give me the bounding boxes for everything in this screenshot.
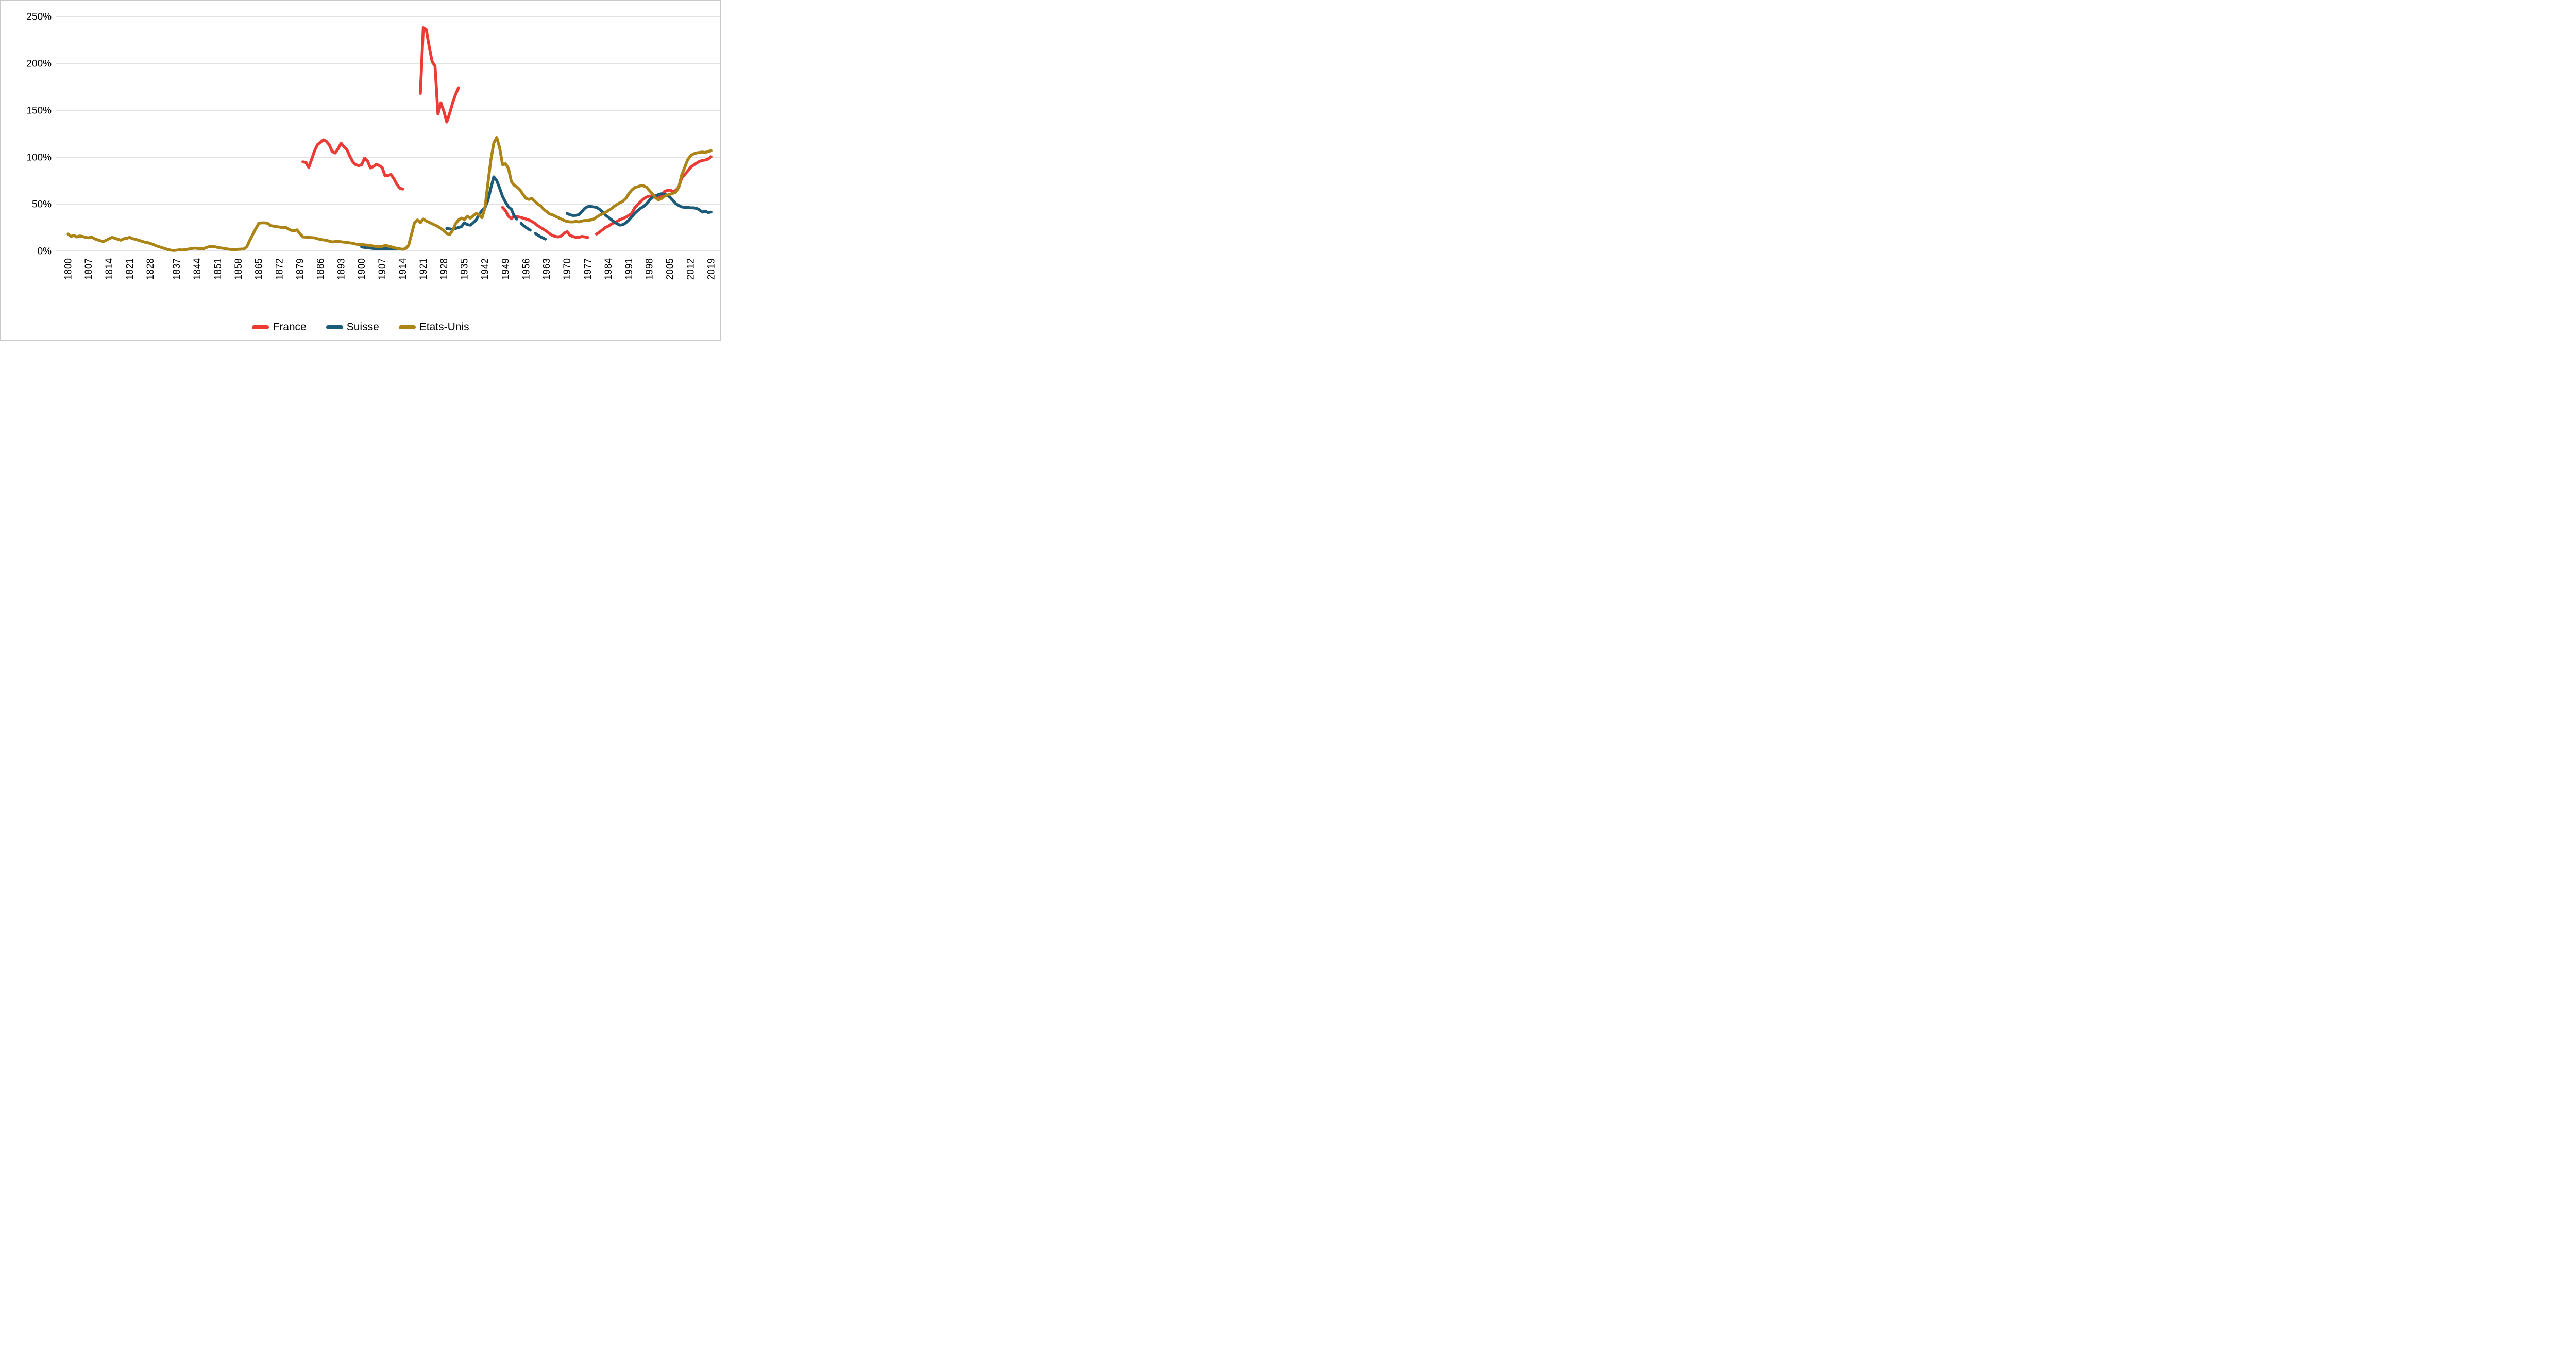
chart-legend: France Suisse Etats-Unis: [1, 322, 720, 332]
x-axis-tick-label: 1907: [377, 258, 388, 280]
x-axis-tick-label: 1821: [125, 258, 135, 280]
x-axis-tick-label: 1807: [83, 258, 94, 280]
legend-swatch-france: [252, 325, 269, 329]
legend-label-suisse: Suisse: [346, 321, 379, 333]
x-axis-tick-label: 1977: [583, 258, 594, 280]
x-axis-tick-label: 1949: [500, 258, 511, 280]
series-line-france: [301, 138, 404, 191]
y-axis-tick-label: 250%: [26, 11, 52, 22]
y-axis-tick-label: 100%: [26, 152, 52, 163]
legend-item-suisse: Suisse: [326, 322, 379, 332]
x-axis-tick-label: 1886: [315, 258, 326, 280]
x-axis-tick-label: 1900: [357, 258, 367, 280]
x-axis-tick-label: 1914: [398, 258, 409, 280]
series-line-france: [501, 206, 589, 239]
x-axis-tick-label: 1935: [460, 258, 470, 280]
x-axis-tick-label: 1879: [295, 258, 306, 280]
x-axis-tick-label: 1814: [104, 258, 115, 280]
x-axis-tick-label: 1970: [562, 258, 573, 280]
legend-swatch-suisse: [326, 325, 343, 329]
x-axis-tick-label: 1837: [172, 258, 182, 280]
x-axis-tick-label: 1956: [521, 258, 532, 280]
x-axis-tick-label: 2012: [685, 258, 696, 280]
x-axis-tick-label: 1858: [233, 258, 244, 280]
legend-swatch-etats-unis: [398, 325, 416, 329]
legend-label-france: France: [273, 321, 307, 333]
x-axis-tick-label: 1872: [275, 258, 285, 280]
x-axis-tick-label: 2005: [665, 258, 676, 280]
x-axis-tick-label: 1963: [541, 258, 552, 280]
y-axis-tick-label: 50%: [32, 199, 52, 210]
x-axis-tick-label: 1991: [624, 258, 635, 280]
x-axis-tick-label: 1800: [63, 258, 74, 280]
x-axis-tick-label: 1844: [192, 258, 203, 280]
series-line-etats-unis: [66, 136, 713, 252]
x-axis-tick-label: 1828: [145, 258, 156, 280]
series-line-suisse-dashed: [510, 208, 548, 241]
series-line-france: [419, 26, 460, 124]
y-axis-tick-label: 200%: [26, 58, 52, 69]
x-axis-tick-label: 1921: [418, 258, 429, 280]
x-axis-tick-label: 2019: [706, 258, 717, 280]
x-axis-tick-label: 1865: [254, 258, 265, 280]
legend-item-france: France: [252, 321, 307, 333]
x-axis-tick-label: 1998: [645, 258, 655, 280]
x-axis-tick-label: 1984: [603, 258, 614, 280]
legend-item-etats-unis: Etats-Unis: [398, 321, 469, 333]
y-axis-tick-label: 150%: [26, 105, 52, 116]
x-axis-tick-label: 1928: [439, 258, 450, 280]
legend-label-etats-unis: Etats-Unis: [419, 321, 469, 333]
x-axis-tick-label: 1851: [213, 258, 224, 280]
x-axis-tick-label: 1942: [480, 258, 491, 280]
x-axis-tick-label: 1893: [336, 258, 347, 280]
y-axis-tick-label: 0%: [38, 246, 52, 257]
debt-ratio-line-chart: 0% 50% 100% 150% 200% 250% 1800 1807 1814 1821 182…: [26, 11, 720, 280]
series-line-suisse: [566, 192, 713, 227]
chart-figure: 0% 50% 100% 150% 200% 250% 1800 1807 1814 1821 182…: [0, 0, 721, 341]
